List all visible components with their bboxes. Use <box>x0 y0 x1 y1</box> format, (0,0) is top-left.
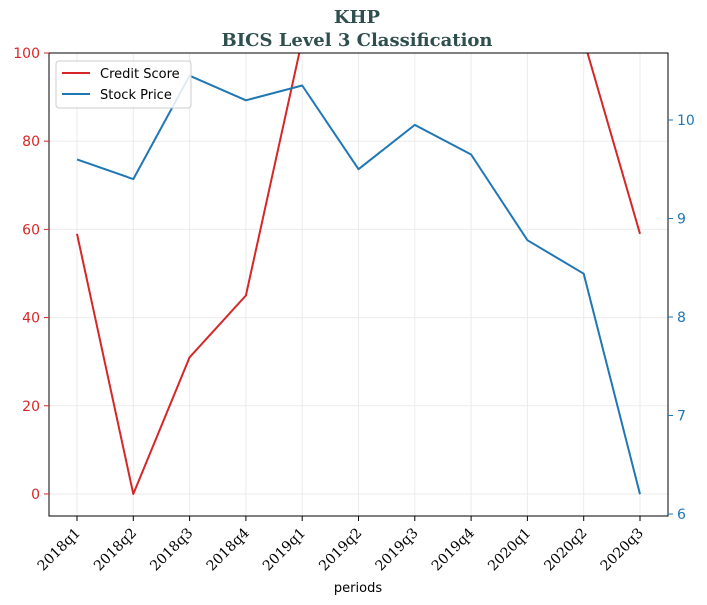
right-y-tick-label: 7 <box>677 409 686 425</box>
left-y-tick-label: 100 <box>13 46 40 62</box>
x-axis-label: periods <box>334 581 382 596</box>
left-y-tick-label: 80 <box>22 134 40 150</box>
x-tick-label: 2019q1 <box>260 525 309 574</box>
chart-title: KHP <box>334 7 381 28</box>
legend-label-credit-score: Credit Score <box>100 67 180 82</box>
right-y-tick-label: 9 <box>677 211 686 227</box>
x-tick-label: 2018q1 <box>35 525 84 574</box>
x-tick-label: 2018q2 <box>91 525 140 574</box>
series-line-credit-score <box>76 53 301 495</box>
left-y-tick-label: 0 <box>31 487 40 503</box>
x-tick-label: 2019q4 <box>429 525 478 574</box>
right-y-tick-label: 10 <box>677 113 695 129</box>
legend-label-stock-price: Stock Price <box>100 88 172 103</box>
right-y-tick-label: 6 <box>677 507 686 523</box>
chart-subtitle: BICS Level 3 Classification <box>221 30 492 51</box>
series-line-stock-price <box>76 74 641 495</box>
left-y-tick-label: 60 <box>22 222 40 238</box>
left-y-tick-label: 40 <box>22 311 40 327</box>
grid <box>49 52 668 516</box>
x-axis: 2018q1 2018q2 2018q3 2018q4 2019q1 2019q2 2019… <box>35 516 647 574</box>
x-tick-label: 2019q2 <box>316 525 365 574</box>
right-y-tick-label: 8 <box>677 310 686 326</box>
x-tick-label: 2020q3 <box>598 525 647 574</box>
x-tick-label: 2018q4 <box>204 525 253 574</box>
left-y-tick-label: 20 <box>22 399 40 415</box>
right-y-axis: 6 7 8 9 10 <box>668 113 695 523</box>
x-tick-label: 2020q2 <box>541 525 590 574</box>
series-line-credit-score <box>586 53 641 235</box>
x-tick-label: 2018q3 <box>147 525 196 574</box>
series-lines <box>76 53 641 495</box>
x-tick-label: 2020q1 <box>485 525 534 574</box>
x-tick-label: 2019q3 <box>372 525 421 574</box>
left-y-axis: 0 20 40 60 80 100 <box>13 46 49 503</box>
legend: Credit Score Stock Price <box>55 60 192 109</box>
